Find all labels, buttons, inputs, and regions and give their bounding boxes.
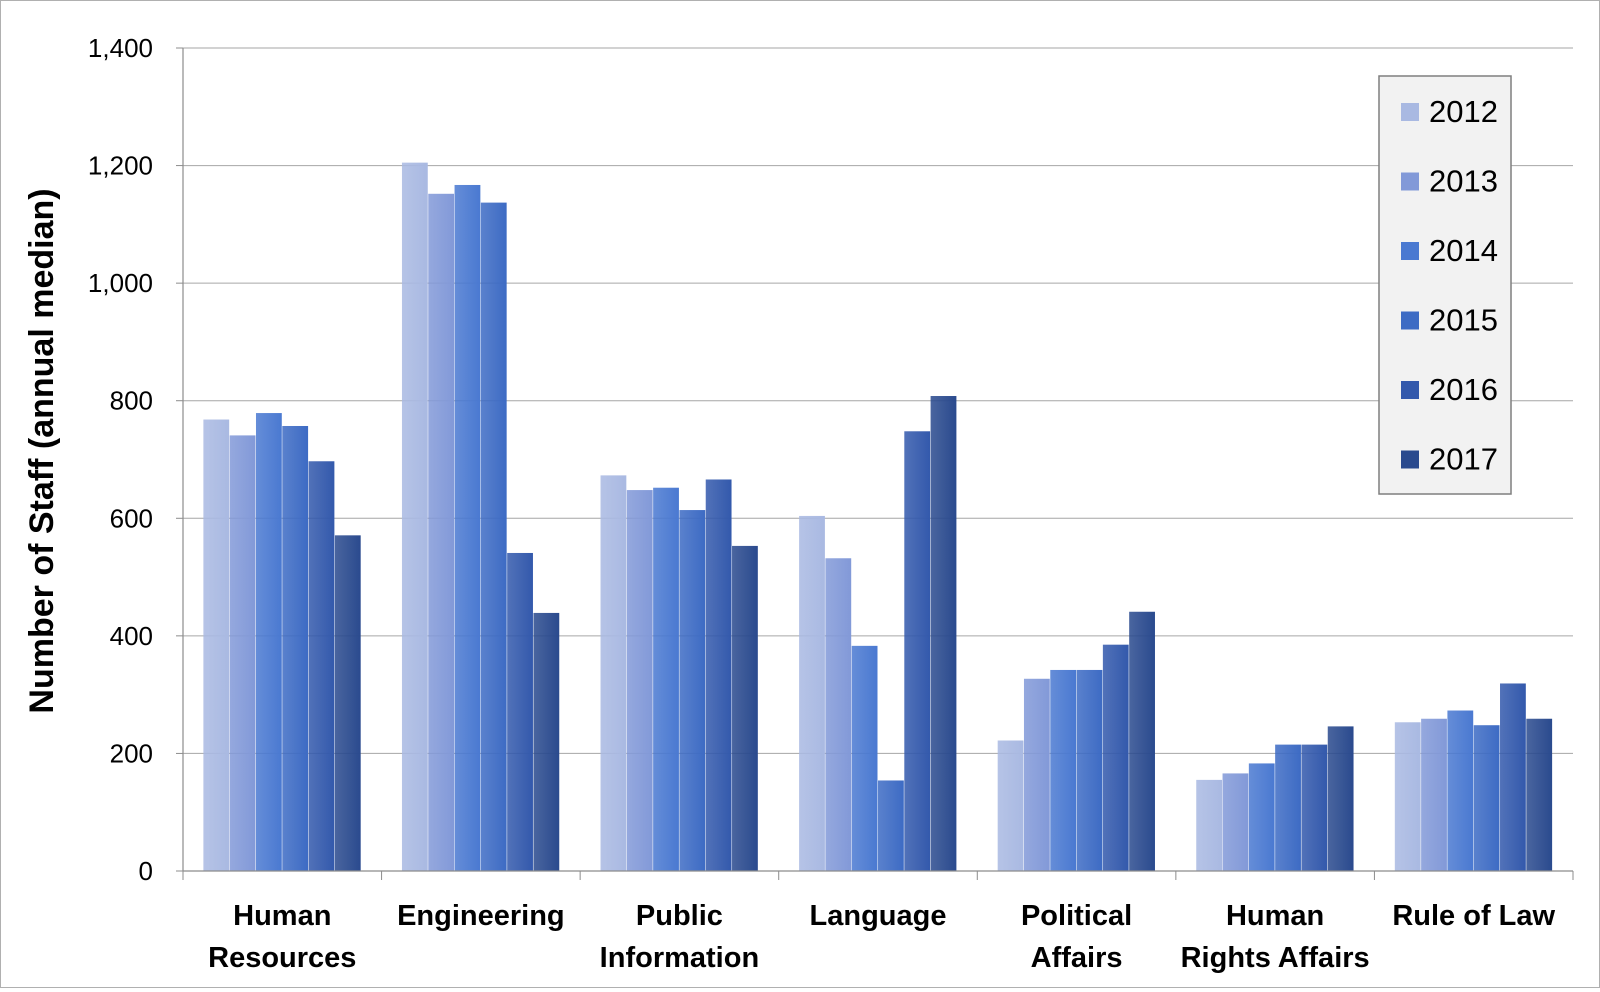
y-tick-labels: 0 200 400 600 800 1,000 1,200 1,400 xyxy=(88,33,183,886)
bar-2017 xyxy=(1327,726,1354,871)
legend-label: 2015 xyxy=(1429,303,1498,338)
bar-2014 xyxy=(653,487,679,871)
bar-2013 xyxy=(825,558,852,871)
bar-2015 xyxy=(282,425,309,871)
legend-label: 2012 xyxy=(1429,94,1498,129)
x-category-label: Engineering xyxy=(397,900,565,932)
bar-2012 xyxy=(799,515,825,871)
x-category-label: Language xyxy=(810,900,947,932)
bar-2012 xyxy=(401,162,428,871)
bar-2017 xyxy=(732,545,758,871)
y-tick-label: 400 xyxy=(110,621,153,651)
x-category-label: Political xyxy=(1021,900,1132,932)
bar-2012 xyxy=(1196,779,1223,871)
bar-2016 xyxy=(308,461,335,871)
bar-2012 xyxy=(203,419,230,871)
y-tick-label: 200 xyxy=(110,738,153,768)
bar-2014 xyxy=(1050,669,1077,871)
bar-2016 xyxy=(1102,644,1129,871)
bar-2014 xyxy=(255,413,282,871)
x-category-label: Information xyxy=(600,942,760,974)
axes xyxy=(182,48,1574,880)
bar-2015 xyxy=(1473,725,1500,871)
bar-2016 xyxy=(904,431,931,871)
x-category-label: Human xyxy=(1226,900,1324,932)
bar-2015 xyxy=(878,780,904,871)
bar-2015 xyxy=(480,202,507,871)
gridlines xyxy=(183,47,1573,754)
bar-2014 xyxy=(851,645,878,871)
legend-box xyxy=(1378,75,1512,495)
y-axis-title: Number of Staff (annual median) xyxy=(23,188,61,713)
x-category-label: Rights Affairs xyxy=(1181,942,1370,974)
y-tick-label: 1,000 xyxy=(88,268,153,298)
x-category-label: Resources xyxy=(208,942,356,974)
bar-2017 xyxy=(533,612,560,871)
bar-2013 xyxy=(428,193,455,871)
legend-swatch xyxy=(1401,311,1419,330)
legend-swatch xyxy=(1401,172,1419,191)
bar-2012 xyxy=(1394,722,1421,871)
bar-2012 xyxy=(600,475,627,871)
bar-2013 xyxy=(1222,773,1249,871)
x-category-labels: Human Resources Engineering Public Informati… xyxy=(208,900,1555,974)
legend-label: 2013 xyxy=(1429,164,1498,199)
bar-2017 xyxy=(1526,718,1553,871)
y-tick-label: 800 xyxy=(110,386,153,416)
legend-label: 2016 xyxy=(1429,372,1498,407)
bar-2013 xyxy=(626,490,653,871)
bar-2015 xyxy=(1275,744,1301,871)
bar-2016 xyxy=(1301,744,1328,871)
bar-2013 xyxy=(229,435,256,871)
y-tick-label: 0 xyxy=(139,856,153,886)
bar-2013 xyxy=(1421,718,1447,871)
legend-label: 2014 xyxy=(1429,233,1498,268)
y-tick-label: 600 xyxy=(110,503,153,533)
legend-swatch xyxy=(1401,450,1419,469)
legend: 2012 2013 2014 2015 2016 2017 xyxy=(1378,75,1512,495)
bar-2013 xyxy=(1023,678,1050,871)
bar-2015 xyxy=(1076,669,1103,871)
x-category-label: Public xyxy=(636,900,723,932)
bar-2014 xyxy=(1248,763,1275,871)
x-category-label: Affairs xyxy=(1031,942,1123,974)
bar-2017 xyxy=(334,535,361,871)
legend-swatch xyxy=(1401,242,1419,260)
bar-2016 xyxy=(705,479,732,871)
bar-2012 xyxy=(997,740,1024,871)
y-tick-label: 1,200 xyxy=(88,151,153,181)
bar-2016 xyxy=(507,552,533,871)
bar-2014 xyxy=(454,184,481,872)
legend-swatch xyxy=(1401,381,1419,399)
bar-2016 xyxy=(1500,683,1526,871)
x-category-label: Rule of Law xyxy=(1392,900,1555,932)
y-tick-label: 1,400 xyxy=(88,33,153,63)
legend-label: 2017 xyxy=(1429,442,1498,477)
bar-2015 xyxy=(679,510,706,871)
x-category-label: Human xyxy=(233,900,331,932)
bar-2014 xyxy=(1447,710,1474,871)
bars xyxy=(203,162,1553,872)
bar-2017 xyxy=(1129,611,1155,871)
legend-swatch xyxy=(1401,103,1419,121)
bar-2017 xyxy=(930,396,957,871)
